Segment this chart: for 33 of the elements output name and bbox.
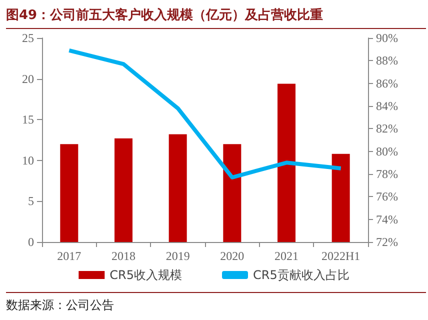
y-tick-label: 15 [22, 112, 34, 127]
y2-tick-label: 72% [376, 235, 398, 249]
y-tick-label: 0 [28, 235, 34, 249]
y2-tick-label: 90% [376, 31, 398, 45]
bar [278, 84, 296, 242]
bar [60, 144, 78, 242]
y2-tick-label: 74% [376, 212, 398, 226]
x-tick-label: 2022H1 [321, 249, 360, 263]
legend-label: CR5收入规模 [110, 268, 182, 282]
chart-title: 图49：公司前五大客户收入规模（亿元）及占营收比重 [6, 6, 426, 29]
legend-label: CR5贡献收入占比 [253, 268, 350, 282]
y-tick-label: 5 [28, 194, 34, 208]
y2-tick-label: 82% [376, 122, 398, 136]
line-series [67, 48, 343, 180]
bar [114, 138, 132, 242]
y2-tick-label: 88% [376, 54, 398, 68]
x-tick-label: 2017 [57, 249, 82, 263]
x-tick-label: 2019 [166, 249, 190, 263]
y-tick-label: 10 [22, 153, 34, 168]
source-note: 数据来源：公司公告 [6, 292, 426, 314]
y2-tick-label: 78% [376, 167, 398, 181]
y2-tick-label: 76% [376, 190, 398, 204]
bar [223, 144, 242, 242]
y-tick-label: 25 [22, 31, 34, 45]
x-tick-label: 2018 [112, 249, 136, 263]
x-tick-label: 2020 [220, 249, 244, 263]
bar [168, 134, 187, 242]
bar [332, 154, 350, 242]
y2-tick-label: 80% [376, 144, 398, 158]
y-tick-label: 20 [22, 72, 34, 86]
x-tick-label: 2021 [274, 249, 298, 263]
y2-tick-label: 84% [376, 99, 398, 113]
y2-tick-label: 86% [376, 76, 398, 90]
